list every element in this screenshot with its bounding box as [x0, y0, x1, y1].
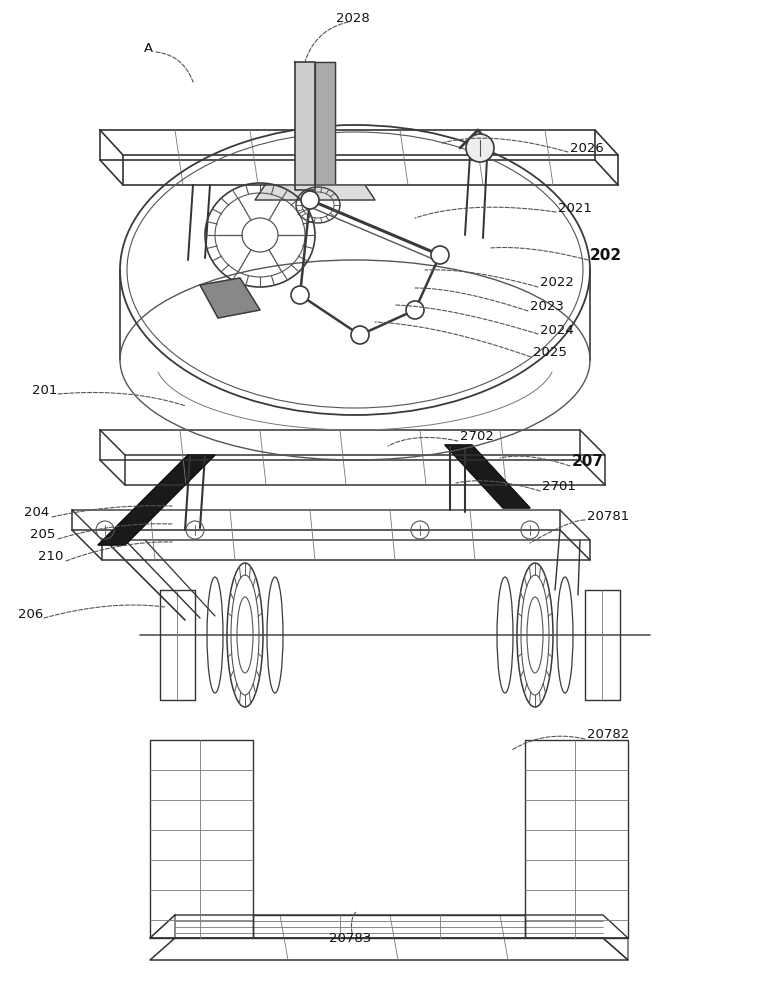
- Ellipse shape: [351, 326, 369, 344]
- Text: 201: 201: [32, 383, 58, 396]
- Ellipse shape: [466, 134, 494, 162]
- Polygon shape: [445, 445, 530, 508]
- Text: 2022: 2022: [540, 276, 574, 290]
- Text: 2028: 2028: [336, 11, 370, 24]
- Text: 202: 202: [590, 248, 622, 263]
- Text: 2701: 2701: [542, 481, 576, 493]
- Text: 207: 207: [572, 454, 604, 470]
- Ellipse shape: [406, 301, 424, 319]
- Polygon shape: [255, 185, 375, 200]
- Text: 2024: 2024: [540, 324, 573, 336]
- Polygon shape: [98, 455, 215, 545]
- Text: A: A: [143, 41, 152, 54]
- Text: 2025: 2025: [533, 347, 567, 360]
- Ellipse shape: [291, 286, 309, 304]
- Polygon shape: [295, 62, 315, 190]
- Ellipse shape: [431, 246, 449, 264]
- Ellipse shape: [301, 191, 319, 209]
- Text: 20783: 20783: [329, 932, 371, 944]
- Text: 2702: 2702: [460, 430, 494, 444]
- Text: 20781: 20781: [587, 510, 629, 522]
- Text: 205: 205: [30, 528, 55, 542]
- Text: 210: 210: [38, 550, 63, 564]
- Text: 20782: 20782: [587, 728, 629, 742]
- Polygon shape: [315, 62, 335, 185]
- Text: 2021: 2021: [558, 202, 592, 215]
- Text: 2023: 2023: [530, 300, 564, 314]
- Polygon shape: [200, 278, 260, 318]
- Text: 2026: 2026: [570, 141, 604, 154]
- Text: 206: 206: [18, 607, 44, 620]
- Text: 204: 204: [24, 506, 49, 520]
